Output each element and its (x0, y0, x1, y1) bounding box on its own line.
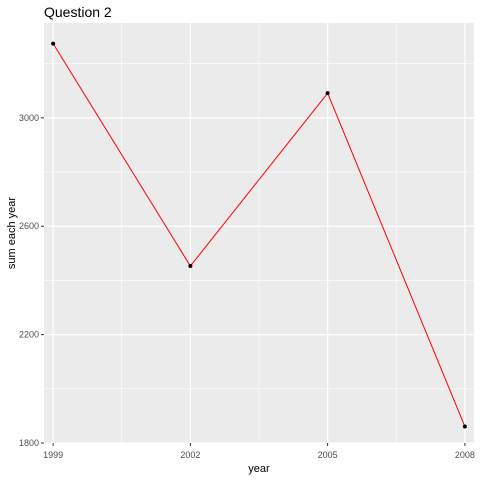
x-tick-label: 2008 (455, 450, 475, 460)
x-tick-label: 2002 (180, 450, 200, 460)
y-axis-label: sum each year (6, 197, 18, 269)
series-points (51, 41, 467, 429)
series-line-segment (189, 92, 329, 267)
y-tick-label: 3000 (19, 113, 39, 123)
x-axis-label: year (248, 463, 270, 475)
x-tick-label: 2005 (318, 450, 338, 460)
major-gridlines (44, 23, 474, 444)
axis-ticks (41, 117, 466, 446)
tick-labels: 1999 2002 2005 2008 1800 2200 2600 3000 (19, 113, 475, 460)
minor-gridlines (44, 23, 474, 443)
data-point (51, 41, 56, 46)
data-point (325, 91, 330, 96)
y-tick-label: 2600 (19, 221, 39, 231)
data-point (188, 264, 193, 269)
y-tick-label: 2200 (19, 330, 39, 340)
series-line-segment (52, 43, 191, 267)
data-point (462, 424, 467, 429)
series-line-segment (327, 92, 466, 427)
y-tick-label: 1800 (19, 438, 39, 448)
x-tick-label: 1999 (43, 450, 63, 460)
series-lines (52, 43, 466, 427)
chart-title: Question 2 (44, 4, 112, 20)
